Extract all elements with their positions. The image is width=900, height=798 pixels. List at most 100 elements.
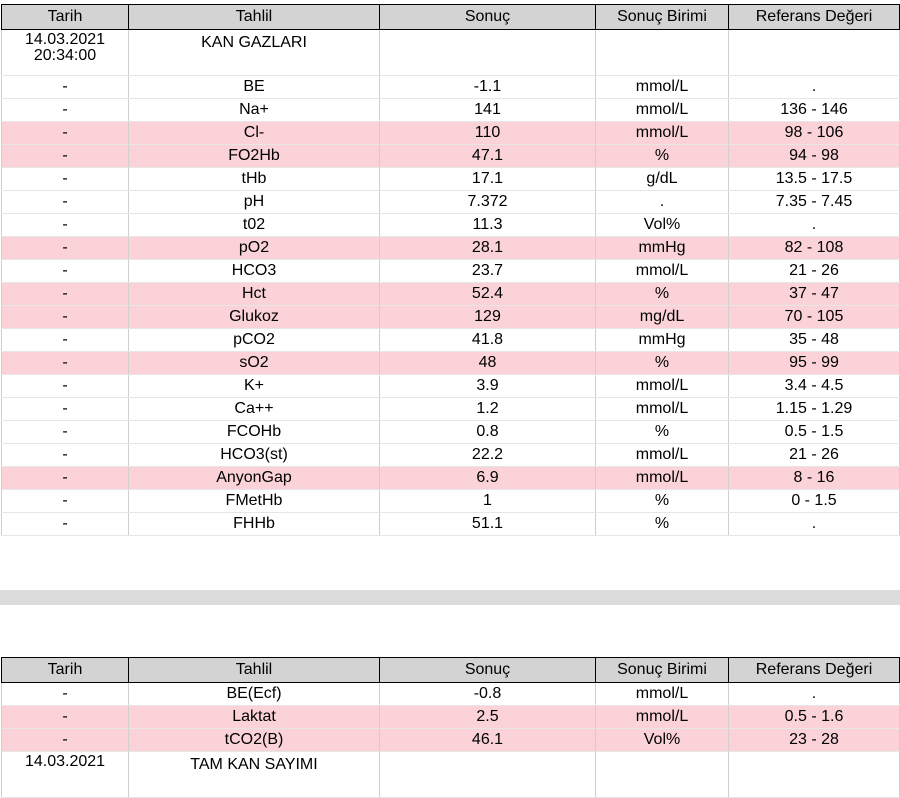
cell-referans: 136 - 146 bbox=[728, 98, 900, 122]
cell-birim: Vol% bbox=[595, 728, 729, 752]
table-row: - FHHb 51.1%. bbox=[1, 512, 900, 536]
cell-tahlil: t02 bbox=[128, 213, 380, 237]
cell-sonuc: 28.1 bbox=[379, 236, 596, 260]
cell-tarih: - bbox=[1, 351, 129, 375]
cell-tahlil: FHHb bbox=[128, 512, 380, 536]
table-row: - Glukoz 129 mg/dL 70 - 105 bbox=[1, 305, 900, 329]
cell-birim: % bbox=[595, 144, 729, 168]
cell-birim: mmol/L bbox=[595, 397, 729, 421]
cell-tarih: - bbox=[1, 420, 129, 444]
cell-referans: . bbox=[728, 75, 900, 99]
group-date: 14.03.2021 bbox=[24, 31, 106, 48]
cell-referans: . bbox=[728, 682, 900, 706]
cell-sonuc: -1.1 bbox=[379, 75, 596, 99]
cell-birim: % bbox=[595, 282, 729, 306]
table-row: - t02 11.3 Vol%. bbox=[1, 213, 900, 237]
table-row: - Hct 52.4% 37 - 47 bbox=[1, 282, 900, 306]
table-row: - BE(Ecf) -0.8 mmol/L. bbox=[1, 682, 900, 706]
header-referans-degeri: Referans Değeri bbox=[728, 657, 900, 683]
cell-sonuc: 1.2 bbox=[379, 397, 596, 421]
cell-tarih: - bbox=[1, 682, 129, 706]
cell-tarih: - bbox=[1, 489, 129, 513]
cell-tarih: - bbox=[1, 728, 129, 752]
cell-referans: 98 - 106 bbox=[728, 121, 900, 145]
cell-tahlil: Glukoz bbox=[128, 305, 380, 329]
cell-referans: 21 - 26 bbox=[728, 259, 900, 283]
header-tarih: Tarih bbox=[1, 657, 129, 683]
cell-tarih: - bbox=[1, 466, 129, 490]
header-sonuc-birimi: Sonuç Birimi bbox=[595, 657, 729, 683]
table-row: - tCO2(B) 46.1 Vol% 23 - 28 bbox=[1, 728, 900, 752]
header-tahlil: Tahlil bbox=[128, 4, 380, 30]
table-row: - FO2Hb 47.1% 94 - 98 bbox=[1, 144, 900, 168]
table-row: - FMetHb 1% 0 - 1.5 bbox=[1, 489, 900, 513]
cell-birim: . bbox=[595, 190, 729, 214]
cell-tarih: - bbox=[1, 282, 129, 306]
cell-sonuc: 110 bbox=[379, 121, 596, 145]
cell-tahlil: AnyonGap bbox=[128, 466, 380, 490]
cell-referans: 3.4 - 4.5 bbox=[728, 374, 900, 398]
cell-tahlil: Cl- bbox=[128, 121, 380, 145]
cell-birim: % bbox=[595, 489, 729, 513]
group-name: KAN GAZLARI bbox=[128, 29, 380, 76]
cell-birim: mmol/L bbox=[595, 259, 729, 283]
group-time: 20:34:00 bbox=[33, 47, 97, 64]
cell-tahlil: HCO3 bbox=[128, 259, 380, 283]
header-sonuc: Sonuç bbox=[379, 4, 596, 30]
cell-tahlil: FO2Hb bbox=[128, 144, 380, 168]
cell-birim: mmol/L bbox=[595, 75, 729, 99]
cell-tarih: - bbox=[1, 75, 129, 99]
cell-tarih: - bbox=[1, 705, 129, 729]
cell-referans: 94 - 98 bbox=[728, 144, 900, 168]
group-name: TAM KAN SAYIMI bbox=[128, 751, 380, 798]
cell-tarih: - bbox=[1, 98, 129, 122]
cell-sonuc: 0.8 bbox=[379, 420, 596, 444]
cell-tarih: - bbox=[1, 190, 129, 214]
cell-birim: Vol% bbox=[595, 213, 729, 237]
cell-tahlil: tHb bbox=[128, 167, 380, 191]
cell-tahlil: Hct bbox=[128, 282, 380, 306]
cell-referans: 95 - 99 bbox=[728, 351, 900, 375]
cell-tahlil: tCO2(B) bbox=[128, 728, 380, 752]
table-row: - HCO3 23.7 mmol/L 21 - 26 bbox=[1, 259, 900, 283]
cell-birim: mmol/L bbox=[595, 98, 729, 122]
cell-tarih: - bbox=[1, 512, 129, 536]
cell-tahlil: sO2 bbox=[128, 351, 380, 375]
cell-sonuc: 2.5 bbox=[379, 705, 596, 729]
cell-tahlil: pO2 bbox=[128, 236, 380, 260]
cell-tahlil: K+ bbox=[128, 374, 380, 398]
cell-tarih: - bbox=[1, 236, 129, 260]
cell-sonuc: 51.1 bbox=[379, 512, 596, 536]
cell-referans: 70 - 105 bbox=[728, 305, 900, 329]
cell-sonuc: 129 bbox=[379, 305, 596, 329]
header-tahlil: Tahlil bbox=[128, 657, 380, 683]
cell-tarih: - bbox=[1, 167, 129, 191]
table-header-row: Tarih Tahlil Sonuç Sonuç Birimi Referans… bbox=[1, 657, 900, 683]
cell-sonuc: 141 bbox=[379, 98, 596, 122]
group-row: 14.03.2021 TAM KAN SAYIMI bbox=[1, 751, 900, 798]
cell-birim: mmol/L bbox=[595, 121, 729, 145]
cell-referans: 7.35 - 7.45 bbox=[728, 190, 900, 214]
cell-tarih: - bbox=[1, 144, 129, 168]
section-separator bbox=[0, 590, 900, 605]
cell-referans: . bbox=[728, 213, 900, 237]
table-row: - Na+ 141 mmol/L 136 - 146 bbox=[1, 98, 900, 122]
cell-birim: mmHg bbox=[595, 236, 729, 260]
cell-sonuc: 48 bbox=[379, 351, 596, 375]
cell-tahlil: HCO3(st) bbox=[128, 443, 380, 467]
cell-birim: % bbox=[595, 512, 729, 536]
cell-tahlil: BE(Ecf) bbox=[128, 682, 380, 706]
table-row: - AnyonGap 6.9 mmol/L 8 - 16 bbox=[1, 466, 900, 490]
cell-sonuc: 11.3 bbox=[379, 213, 596, 237]
cell-birim: mmHg bbox=[595, 328, 729, 352]
cell-tarih: - bbox=[1, 443, 129, 467]
cell-referans: 37 - 47 bbox=[728, 282, 900, 306]
cell-referans: 8 - 16 bbox=[728, 466, 900, 490]
table-row: - Cl- 110 mmol/L 98 - 106 bbox=[1, 121, 900, 145]
cell-tahlil: Na+ bbox=[128, 98, 380, 122]
header-sonuc: Sonuç bbox=[379, 657, 596, 683]
cell-sonuc: 46.1 bbox=[379, 728, 596, 752]
cell-birim: % bbox=[595, 351, 729, 375]
cell-referans: 35 - 48 bbox=[728, 328, 900, 352]
cell-tahlil: Ca++ bbox=[128, 397, 380, 421]
